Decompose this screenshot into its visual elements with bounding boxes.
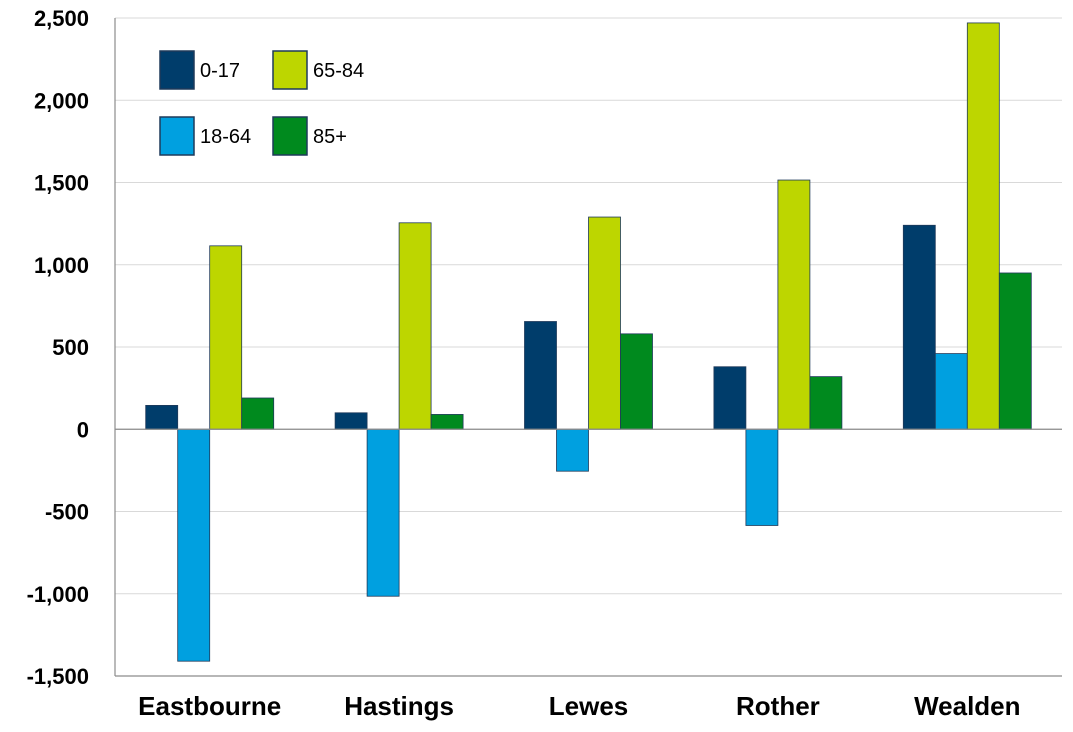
legend-swatch-18-64 — [159, 116, 195, 156]
x-tick-label: Rother — [736, 691, 820, 721]
y-tick-label: 1,500 — [34, 171, 89, 196]
bar-65-84-eastbourne — [209, 245, 243, 430]
bars-layer — [145, 22, 1032, 662]
legend-label-18-64: 18-64 — [200, 126, 251, 148]
bar-85+-eastbourne — [241, 397, 275, 430]
legend-label-85+: 85+ — [313, 126, 347, 148]
legend-label-0-17: 0-17 — [200, 60, 240, 82]
x-tick-label: Hastings — [344, 691, 454, 721]
legend-swatch-65-84 — [272, 50, 308, 90]
x-tick-label: Eastbourne — [138, 691, 281, 721]
y-tick-label: 2,500 — [34, 6, 89, 31]
bar-18-64-hastings — [366, 428, 400, 597]
bar-65-84-rother — [777, 179, 811, 430]
y-tick-label: 1,000 — [34, 253, 89, 278]
bar-65-84-lewes — [588, 216, 621, 430]
bar-0-17-eastbourne — [145, 404, 179, 430]
bar-0-17-lewes — [524, 321, 557, 430]
bar-0-17-rother — [713, 366, 747, 430]
axis-layer: 2,500 2,000 1,500 1,000 500 0 -500 -1,000 -1,500… — [27, 6, 1062, 721]
x-tick-label: Wealden — [914, 691, 1020, 721]
y-tick-label: -500 — [45, 500, 89, 525]
bar-18-64-eastbourne — [177, 428, 211, 662]
bar-0-17-hastings — [334, 412, 368, 430]
bar-0-17-wealden — [902, 224, 936, 430]
y-tick-label: 2,000 — [34, 88, 89, 113]
bar-85+-rother — [809, 376, 843, 430]
bar-85+-wealden — [998, 272, 1032, 430]
y-tick-label: -1,000 — [27, 582, 89, 607]
bar-65-84-wealden — [966, 22, 1000, 430]
x-tick-label: Lewes — [549, 691, 629, 721]
y-tick-label: 0 — [77, 417, 89, 442]
y-tick-label: 500 — [52, 335, 89, 360]
bar-18-64-lewes — [556, 428, 589, 472]
bar-18-64-wealden — [934, 353, 968, 430]
bar-18-64-rother — [745, 428, 779, 526]
y-tick-label: -1,500 — [27, 664, 89, 689]
bar-65-84-hastings — [398, 222, 432, 430]
bar-85+-lewes — [620, 333, 653, 430]
legend-swatch-85+ — [272, 116, 308, 156]
legend-label-65-84: 65-84 — [313, 60, 364, 82]
legend: 0-17 65-84 18-64 85+ — [159, 50, 364, 156]
bar-85+-hastings — [430, 414, 464, 430]
legend-swatch-0-17 — [159, 50, 195, 90]
